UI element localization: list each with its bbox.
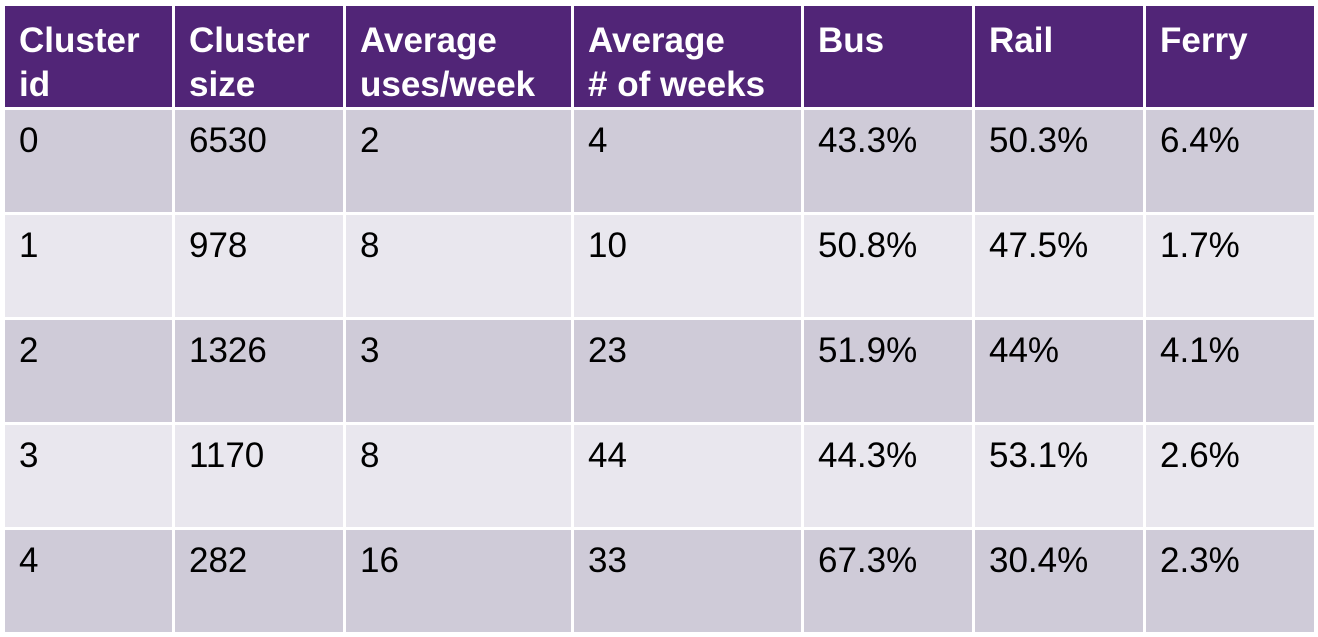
cell-ferry: 1.7% [1143, 212, 1317, 320]
header-cluster-size: Cluster size [172, 3, 346, 110]
cell-cluster-id: 4 [2, 527, 175, 635]
cell-average-number-of-weeks: 33 [571, 527, 804, 635]
cell-average-uses-per-week: 8 [343, 212, 574, 320]
cell-cluster-id: 2 [2, 317, 175, 425]
cell-cluster-id: 1 [2, 212, 175, 320]
table-row: 2 1326 3 23 51.9% 44% 4.1% [2, 317, 1317, 425]
cell-ferry: 4.1% [1143, 317, 1317, 425]
cell-ferry: 6.4% [1143, 107, 1317, 215]
cell-cluster-size: 1326 [172, 317, 346, 425]
cell-cluster-size: 6530 [172, 107, 346, 215]
table-row: 3 1170 8 44 44.3% 53.1% 2.6% [2, 422, 1317, 530]
cell-rail: 30.4% [972, 527, 1146, 635]
header-average-uses-per-week: Average uses/week [343, 3, 574, 110]
cell-average-number-of-weeks: 44 [571, 422, 804, 530]
header-line: Rail [989, 21, 1054, 60]
cell-cluster-id: 0 [2, 107, 175, 215]
header-line: Cluster [189, 21, 310, 60]
header-average-number-of-weeks: Average # of weeks [571, 3, 804, 110]
cluster-table: Cluster id Cluster size Average uses/week A… [2, 3, 1317, 635]
cell-average-uses-per-week: 16 [343, 527, 574, 635]
cell-average-number-of-weeks: 23 [571, 317, 804, 425]
header-line: Average [360, 21, 497, 60]
header-line: Bus [818, 21, 885, 60]
header-line: uses/week [360, 65, 536, 104]
cell-bus: 67.3% [801, 527, 975, 635]
cell-bus: 50.8% [801, 212, 975, 320]
header-cluster-id: Cluster id [2, 3, 175, 110]
cell-bus: 43.3% [801, 107, 975, 215]
cell-average-uses-per-week: 2 [343, 107, 574, 215]
cell-cluster-size: 1170 [172, 422, 346, 530]
header-bus: Bus [801, 3, 975, 110]
header-line: # of weeks [588, 65, 766, 104]
cell-average-uses-per-week: 8 [343, 422, 574, 530]
cell-rail: 47.5% [972, 212, 1146, 320]
table-row: 0 6530 2 4 43.3% 50.3% 6.4% [2, 107, 1317, 215]
cell-bus: 44.3% [801, 422, 975, 530]
header-line: Ferry [1160, 21, 1248, 60]
cell-cluster-size: 978 [172, 212, 346, 320]
header-line: Cluster [19, 21, 140, 60]
cell-rail: 44% [972, 317, 1146, 425]
cell-cluster-id: 3 [2, 422, 175, 530]
table-header-row: Cluster id Cluster size Average uses/week A… [2, 3, 1317, 110]
cell-average-uses-per-week: 3 [343, 317, 574, 425]
header-line: size [189, 65, 256, 104]
cell-rail: 53.1% [972, 422, 1146, 530]
header-line: Average [588, 21, 725, 60]
table-row: 1 978 8 10 50.8% 47.5% 1.7% [2, 212, 1317, 320]
header-ferry: Ferry [1143, 3, 1317, 110]
cell-rail: 50.3% [972, 107, 1146, 215]
cell-average-number-of-weeks: 10 [571, 212, 804, 320]
cell-ferry: 2.3% [1143, 527, 1317, 635]
cell-cluster-size: 282 [172, 527, 346, 635]
table-row: 4 282 16 33 67.3% 30.4% 2.3% [2, 527, 1317, 635]
cell-ferry: 2.6% [1143, 422, 1317, 530]
cell-bus: 51.9% [801, 317, 975, 425]
header-rail: Rail [972, 3, 1146, 110]
header-line: id [19, 65, 51, 104]
cell-average-number-of-weeks: 4 [571, 107, 804, 215]
